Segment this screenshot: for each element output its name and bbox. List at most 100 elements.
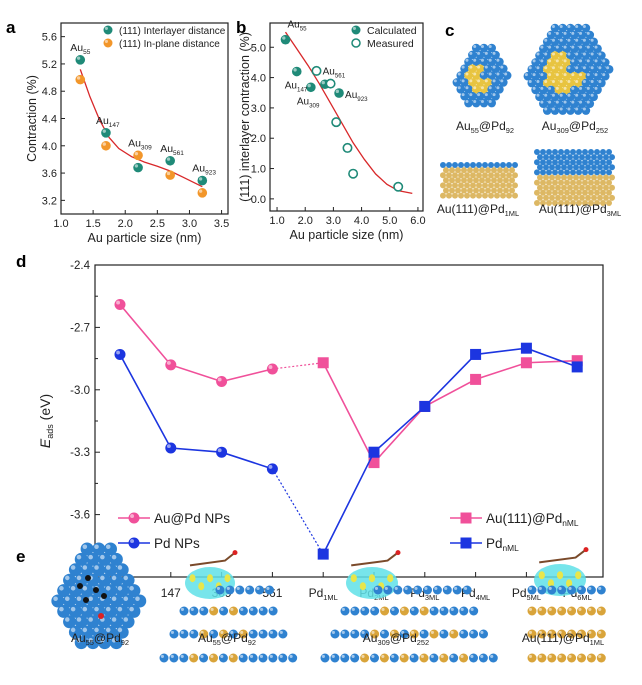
panel-label-e: e — [16, 547, 25, 566]
atom — [588, 159, 594, 166]
atom — [469, 629, 479, 639]
atom-highlight — [457, 72, 461, 76]
atom — [564, 179, 570, 186]
atom — [169, 629, 179, 639]
atom — [440, 182, 446, 189]
atom — [452, 585, 462, 595]
atom — [512, 182, 518, 189]
atom-highlight — [567, 93, 571, 97]
atom — [603, 194, 609, 201]
atom — [440, 162, 446, 168]
atom-highlight — [410, 654, 415, 658]
atom-highlight — [559, 24, 563, 29]
atom-highlight — [59, 606, 64, 612]
atom — [449, 629, 459, 639]
atom — [561, 194, 567, 201]
atom-highlight — [578, 586, 582, 590]
atom-highlight — [190, 630, 194, 634]
structure-label: Au309@Pd252 — [542, 119, 608, 135]
atom-highlight — [82, 627, 88, 633]
legend-label: Au@Pd NPs — [154, 511, 230, 526]
atom-highlight — [536, 93, 540, 97]
atom-highlight — [575, 93, 579, 97]
atom — [552, 189, 558, 196]
atom-highlight — [465, 86, 469, 90]
atom-highlight — [371, 607, 375, 611]
data-point — [460, 537, 472, 549]
atom — [462, 585, 472, 595]
atom — [452, 172, 458, 179]
point-annotation: Au561 — [323, 67, 346, 80]
atom-highlight — [401, 630, 405, 634]
atom — [577, 585, 586, 595]
atom-highlight — [170, 654, 174, 658]
atom — [470, 172, 476, 179]
atom — [488, 172, 494, 179]
atom — [265, 585, 274, 595]
data-point-1-highlight — [102, 129, 106, 133]
data-point — [368, 457, 380, 469]
atom — [245, 585, 255, 595]
atom — [494, 192, 500, 199]
atom-highlight — [551, 38, 555, 42]
atom — [360, 606, 370, 616]
x-tick-label: Pd5ML — [512, 586, 541, 602]
structure-label: Au55@Pd92 — [456, 119, 514, 135]
legend-label: Pd NPs — [154, 536, 200, 551]
atom-highlight — [460, 630, 464, 634]
atom-highlight — [598, 52, 602, 56]
data-point-highlight — [130, 514, 134, 518]
atom-highlight — [269, 654, 273, 658]
atom-highlight — [548, 100, 552, 104]
atom-highlight — [371, 654, 375, 658]
atom-highlight — [480, 86, 484, 90]
atom — [503, 167, 509, 174]
atom — [459, 606, 469, 616]
atom-highlight — [160, 654, 164, 658]
atom — [594, 189, 600, 196]
atom — [258, 629, 268, 639]
atom-highlight — [548, 607, 552, 611]
atom — [537, 653, 547, 663]
atom — [370, 653, 379, 663]
atom-highlight — [528, 66, 532, 70]
atom-highlight — [180, 654, 184, 658]
atom — [552, 149, 558, 155]
data-point — [317, 548, 329, 560]
atom-highlight — [500, 79, 504, 83]
atom — [534, 159, 540, 166]
atom-highlight — [559, 66, 563, 70]
charge-density-accumulation — [556, 571, 564, 580]
atom — [567, 174, 573, 181]
atom — [550, 106, 560, 115]
x-tick-label: 1.0 — [269, 215, 284, 227]
atom-highlight — [594, 73, 598, 77]
atom-highlight — [590, 93, 594, 97]
atom-highlight — [70, 586, 76, 591]
atom — [469, 606, 479, 616]
subscript: 4ML — [476, 593, 490, 602]
data-point-1 — [334, 88, 344, 98]
atom-highlight — [492, 93, 496, 97]
atom — [527, 653, 537, 663]
atom — [455, 167, 461, 174]
atom — [471, 98, 481, 108]
atom-highlight — [384, 586, 388, 590]
atom-highlight — [488, 44, 492, 48]
atom-highlight — [588, 607, 592, 611]
atom — [603, 154, 609, 161]
data-point-2-highlight — [198, 189, 203, 193]
atom — [497, 177, 503, 184]
label-text: Au — [363, 631, 378, 645]
atom — [476, 192, 482, 199]
atom — [547, 606, 557, 616]
subscript: nML — [562, 518, 579, 528]
atom-highlight — [111, 638, 117, 643]
label-text: @Pd — [94, 631, 121, 645]
atom-highlight — [568, 630, 572, 634]
atom-highlight — [559, 93, 563, 97]
atom-highlight — [540, 73, 544, 77]
subscript: 55 — [213, 638, 221, 647]
atom-highlight — [105, 586, 111, 591]
atom-highlight — [88, 596, 93, 601]
